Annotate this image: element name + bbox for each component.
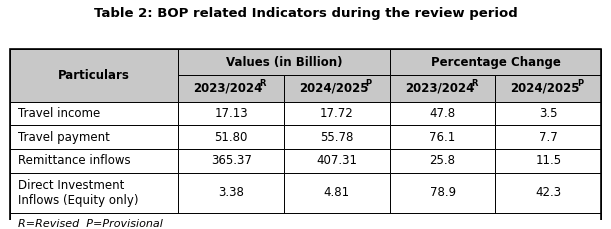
Bar bbox=[10, 49, 178, 101]
Bar bbox=[178, 125, 284, 149]
Bar bbox=[10, 101, 178, 125]
Text: R: R bbox=[260, 79, 266, 88]
Text: 3.38: 3.38 bbox=[218, 186, 244, 199]
Text: 47.8: 47.8 bbox=[430, 107, 456, 120]
Text: 25.8: 25.8 bbox=[430, 154, 456, 167]
Text: Table 2: BOP related Indicators during the review period: Table 2: BOP related Indicators during t… bbox=[93, 7, 518, 20]
Text: 78.9: 78.9 bbox=[430, 186, 456, 199]
Bar bbox=[10, 213, 601, 229]
Text: 55.78: 55.78 bbox=[320, 131, 354, 144]
Text: 7.7: 7.7 bbox=[539, 131, 558, 144]
Text: 2023/2024: 2023/2024 bbox=[405, 82, 474, 95]
Bar bbox=[10, 173, 178, 213]
Text: Percentage Change: Percentage Change bbox=[431, 56, 560, 69]
Text: 3.5: 3.5 bbox=[539, 107, 558, 120]
Bar bbox=[284, 125, 390, 149]
Text: 76.1: 76.1 bbox=[430, 131, 456, 144]
Text: Travel income: Travel income bbox=[18, 107, 100, 120]
Bar bbox=[284, 101, 390, 125]
Text: 2024/2025: 2024/2025 bbox=[299, 82, 368, 95]
Bar bbox=[390, 125, 496, 149]
Text: Particulars: Particulars bbox=[58, 69, 130, 82]
Text: R=Revised  P=Provisional: R=Revised P=Provisional bbox=[18, 219, 163, 229]
Text: 2024/2025: 2024/2025 bbox=[511, 82, 580, 95]
Text: P: P bbox=[365, 79, 371, 88]
Bar bbox=[284, 149, 390, 173]
Bar bbox=[178, 75, 284, 101]
Bar bbox=[178, 101, 284, 125]
Text: Remittance inflows: Remittance inflows bbox=[18, 154, 130, 167]
Bar bbox=[496, 173, 601, 213]
Text: 11.5: 11.5 bbox=[535, 154, 562, 167]
Bar bbox=[390, 49, 601, 75]
Bar bbox=[496, 149, 601, 173]
Text: Values (in Billion): Values (in Billion) bbox=[226, 56, 342, 69]
Text: Direct Investment
Inflows (Equity only): Direct Investment Inflows (Equity only) bbox=[18, 179, 138, 207]
Text: 17.13: 17.13 bbox=[214, 107, 248, 120]
Bar bbox=[390, 101, 496, 125]
Bar bbox=[10, 49, 601, 229]
Bar bbox=[390, 173, 496, 213]
Text: 4.81: 4.81 bbox=[324, 186, 350, 199]
Bar bbox=[496, 75, 601, 101]
Text: 2023/2024: 2023/2024 bbox=[194, 82, 263, 95]
Bar bbox=[496, 101, 601, 125]
Bar bbox=[178, 173, 284, 213]
Bar bbox=[284, 173, 390, 213]
Bar bbox=[10, 149, 178, 173]
Bar bbox=[178, 149, 284, 173]
Text: 17.72: 17.72 bbox=[320, 107, 354, 120]
Bar bbox=[178, 49, 390, 75]
Text: Travel payment: Travel payment bbox=[18, 131, 109, 144]
Bar bbox=[390, 75, 496, 101]
Text: P: P bbox=[577, 79, 583, 88]
Text: 365.37: 365.37 bbox=[211, 154, 252, 167]
Bar bbox=[284, 75, 390, 101]
Text: R: R bbox=[471, 79, 478, 88]
Bar bbox=[390, 149, 496, 173]
Text: 407.31: 407.31 bbox=[316, 154, 357, 167]
Text: 42.3: 42.3 bbox=[535, 186, 562, 199]
Text: 51.80: 51.80 bbox=[214, 131, 248, 144]
Bar bbox=[496, 125, 601, 149]
Bar bbox=[10, 125, 178, 149]
